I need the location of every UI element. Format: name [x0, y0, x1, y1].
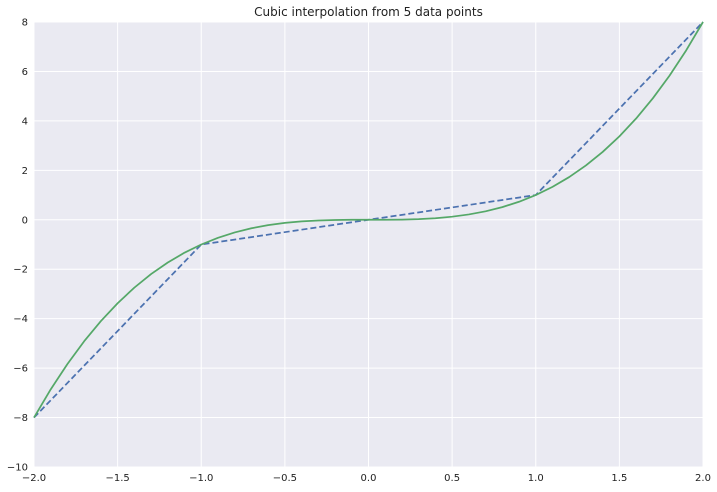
x-tick-label: −0.5 — [273, 473, 297, 484]
y-tick-labels: −10 −8 −6 −4 −2 0 2 4 6 8 — [7, 18, 28, 474]
y-tick-label: 4 — [22, 116, 28, 127]
x-tick-label: −1.0 — [189, 473, 213, 484]
chart-title: Cubic interpolation from 5 data points — [254, 5, 483, 19]
y-tick-label: −8 — [13, 413, 28, 424]
y-tick-label: −10 — [7, 463, 28, 474]
y-tick-label: 0 — [22, 215, 28, 226]
x-tick-label: 0.5 — [444, 473, 460, 484]
series-layer — [33, 21, 704, 419]
x-tick-label: 0.0 — [361, 473, 377, 484]
y-tick-label: 6 — [22, 67, 28, 78]
y-tick-label: −2 — [13, 265, 28, 276]
x-tick-label: −2.0 — [22, 473, 46, 484]
x-tick-labels: −2.0 −1.5 −1.0 −0.5 0.0 0.5 1.0 1.5 2.0 — [22, 473, 711, 484]
cubic-interpolation-curve — [33, 21, 704, 419]
x-tick-label: 2.0 — [695, 473, 711, 484]
y-tick-label: −4 — [13, 314, 28, 325]
x-tick-label: 1.0 — [528, 473, 544, 484]
y-tick-label: 2 — [22, 166, 28, 177]
x-tick-label: −1.5 — [105, 473, 129, 484]
x-tick-label: 1.5 — [611, 473, 627, 484]
y-tick-label: −6 — [13, 364, 28, 375]
y-tick-label: 8 — [22, 18, 28, 29]
